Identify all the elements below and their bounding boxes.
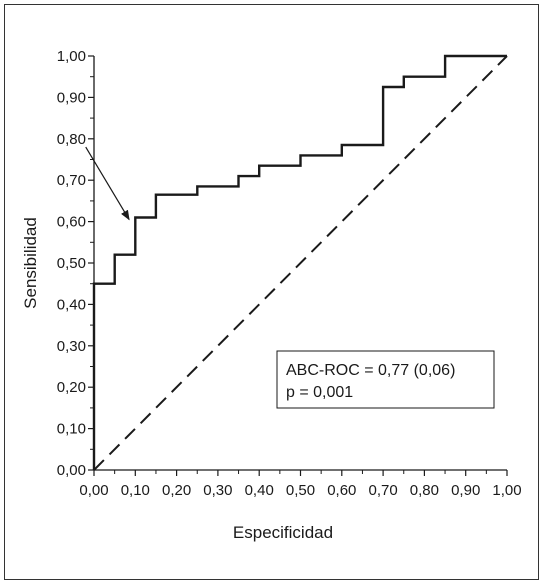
x-tick-label: 0,90 <box>451 482 480 499</box>
y-tick-label: 0,50 <box>57 255 86 272</box>
y-tick-label: 0,20 <box>57 379 86 396</box>
annotation-auc-text: ABC-ROC = 0,77 (0,06) <box>286 362 455 379</box>
diagonal-reference-line <box>93 55 508 471</box>
y-tick-label: 0,10 <box>57 421 86 438</box>
y-tick-label: 0,60 <box>57 214 86 231</box>
x-tick-label: 0,40 <box>245 482 274 499</box>
x-tick-label: 0,00 <box>79 482 108 499</box>
x-ticks: 0,00 0,10 0,20 0,30 0,40 0,50 0,60 0,70 0,80 0,90… <box>79 470 522 499</box>
roc-curve <box>92 54 507 470</box>
y-tick-label: 0,00 <box>57 462 86 479</box>
y-ticks: 0,00 0,10 0,20 0,30 0,40 0,50 0,60 0,70 0,80 0,90… <box>57 48 94 479</box>
y-tick-label: 0,70 <box>57 172 86 189</box>
y-tick-label: 0,30 <box>57 338 86 355</box>
x-tick-label: 0,30 <box>203 482 232 499</box>
x-tick-label: 0,60 <box>327 482 356 499</box>
y-axis-title: Sensibilidad <box>21 217 40 309</box>
x-tick-label: 1,00 <box>492 482 521 499</box>
series-group <box>92 54 508 471</box>
x-tick-label: 0,20 <box>162 482 191 499</box>
annotation-p-text: p = 0,001 <box>286 384 353 401</box>
x-tick-label: 0,10 <box>121 482 150 499</box>
y-tick-label: 0,40 <box>57 296 86 313</box>
x-axis-title: Especificidad <box>233 523 333 542</box>
annotation-box: ABC-ROC = 0,77 (0,06) p = 0,001 <box>276 350 495 409</box>
y-tick-label: 0,80 <box>57 131 86 148</box>
y-tick-label: 1,00 <box>57 48 86 65</box>
x-tick-label: 0,80 <box>410 482 439 499</box>
y-tick-label: 0,90 <box>57 89 86 106</box>
annotation-box-border <box>276 350 495 409</box>
x-tick-label: 0,50 <box>286 482 315 499</box>
x-tick-label: 0,70 <box>368 482 397 499</box>
annotation-arrow <box>85 146 130 221</box>
